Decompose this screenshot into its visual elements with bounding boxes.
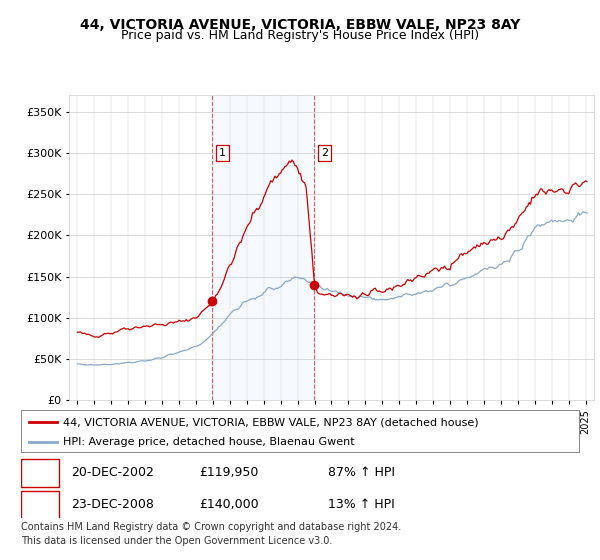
Text: £140,000: £140,000 [200, 498, 259, 511]
Text: Contains HM Land Registry data © Crown copyright and database right 2024.
This d: Contains HM Land Registry data © Crown c… [21, 522, 401, 546]
Text: 20-DEC-2002: 20-DEC-2002 [71, 466, 154, 479]
Text: 2: 2 [321, 148, 328, 158]
FancyBboxPatch shape [21, 459, 59, 487]
Text: HPI: Average price, detached house, Blaenau Gwent: HPI: Average price, detached house, Blae… [63, 437, 355, 447]
Text: £119,950: £119,950 [200, 466, 259, 479]
Text: 2: 2 [36, 498, 44, 511]
Text: 87% ↑ HPI: 87% ↑ HPI [328, 466, 395, 479]
Text: 1: 1 [219, 148, 226, 158]
Bar [212, 95, 314, 400]
FancyBboxPatch shape [21, 491, 59, 519]
Text: 13% ↑ HPI: 13% ↑ HPI [328, 498, 395, 511]
Text: 1: 1 [36, 466, 44, 479]
Text: 23-DEC-2008: 23-DEC-2008 [71, 498, 154, 511]
Text: 44, VICTORIA AVENUE, VICTORIA, EBBW VALE, NP23 8AY (detached house): 44, VICTORIA AVENUE, VICTORIA, EBBW VALE… [63, 417, 478, 427]
Text: Price paid vs. HM Land Registry's House Price Index (HPI): Price paid vs. HM Land Registry's House … [121, 29, 479, 42]
Text: 44, VICTORIA AVENUE, VICTORIA, EBBW VALE, NP23 8AY: 44, VICTORIA AVENUE, VICTORIA, EBBW VALE… [80, 18, 520, 32]
